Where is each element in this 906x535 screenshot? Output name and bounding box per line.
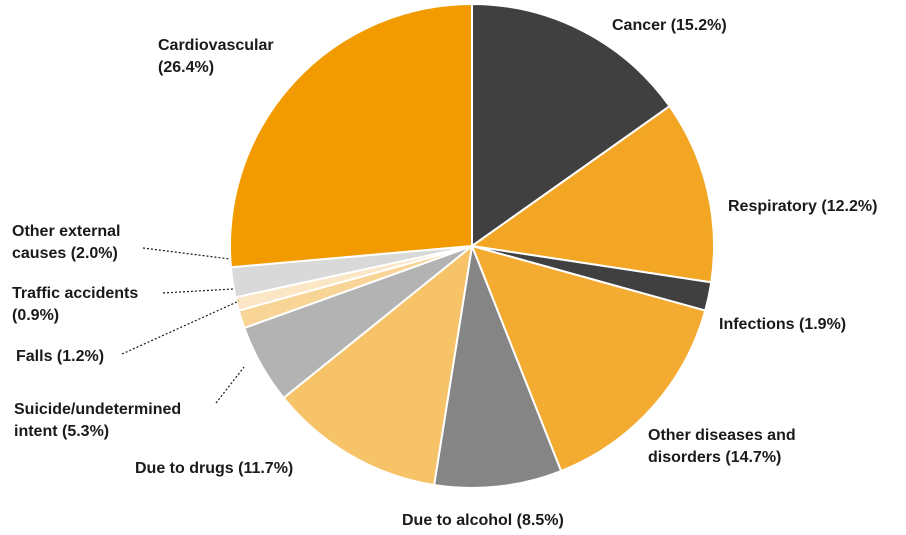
slice-label-cardiovascular: Cardiovascular (26.4%) — [158, 37, 274, 76]
slice-labels: Cancer (15.2%) Respiratory (12.2%) Infecti… — [12, 17, 877, 529]
slice-label-other-external-causes: Other external causes (2.0%) — [12, 223, 120, 262]
slice-label-cancer: Cancer (15.2%) — [612, 17, 727, 34]
slice-label-due-to-drugs: Due to drugs (11.7%) — [135, 460, 293, 477]
pie-slice-cardiovascular — [229, 2, 473, 269]
slice-label-due-to-alcohol: Due to alcohol (8.5%) — [402, 512, 564, 529]
pie-slice-cancer — [471, 2, 671, 248]
leader-line-other-external-causes — [142, 247, 231, 260]
slice-label-respiratory: Respiratory (12.2%) — [728, 198, 877, 215]
leader-lines — [121, 247, 245, 404]
slice-label-suicide-undetermined-intent: Suicide/undetermined intent (5.3%) — [14, 401, 181, 440]
leader-line-falls — [121, 300, 240, 355]
pie-slice-due-to-alcohol — [432, 242, 563, 490]
pie-slice-respiratory — [469, 104, 715, 284]
leader-line-suicide-undetermined-intent — [215, 366, 245, 404]
slice-label-other-diseases-and-disorders: Other diseases and disorders (14.7%) — [648, 427, 796, 466]
pie-slice-other-diseases-and-disorders — [470, 244, 707, 473]
pie-slice-due-to-drugs — [282, 243, 474, 487]
pie-slices — [229, 2, 715, 490]
slice-label-falls: Falls (1.2%) — [16, 348, 104, 365]
slice-label-infections: Infections (1.9%) — [719, 316, 846, 333]
leader-line-traffic-accidents — [162, 288, 234, 294]
slice-label-traffic-accidents: Traffic accidents (0.9%) — [12, 285, 138, 324]
